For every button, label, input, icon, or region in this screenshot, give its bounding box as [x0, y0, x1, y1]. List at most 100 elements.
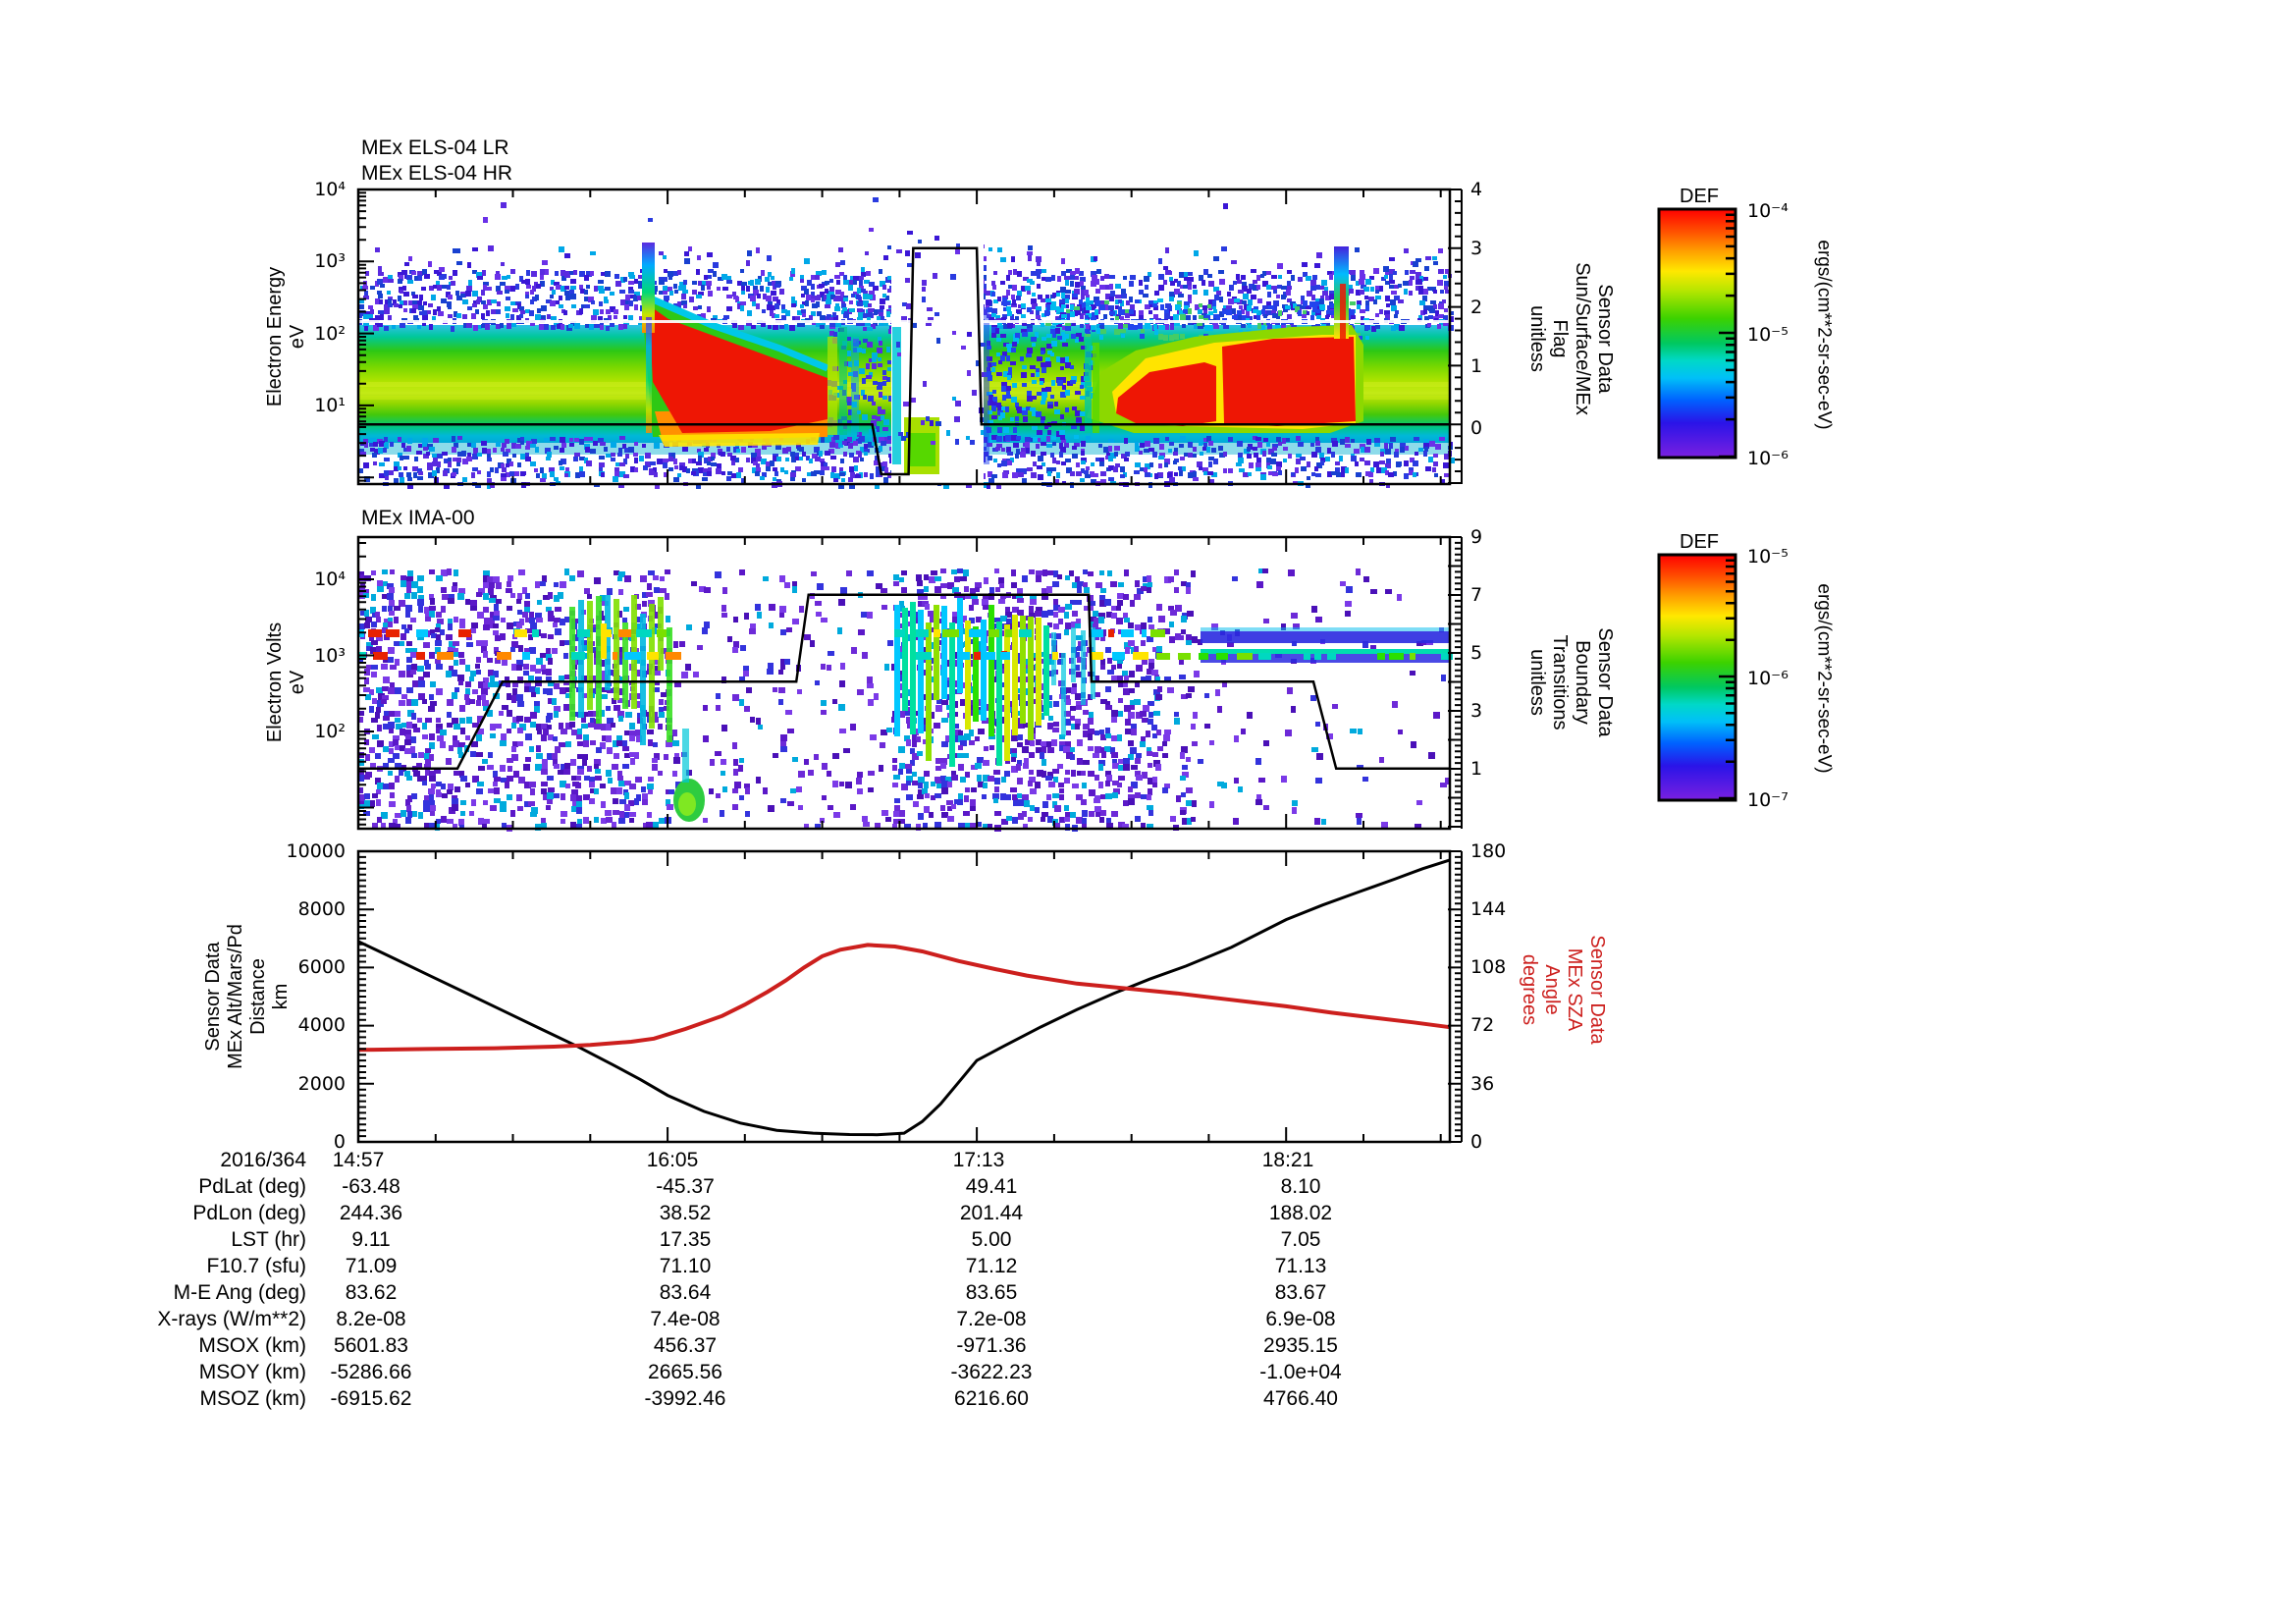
table-row-label-7: MSOX (km) [198, 1334, 306, 1357]
table-cell-4-1: 71.10 [659, 1255, 712, 1277]
ima-right-label: Sensor Data Boundary Transitions unitles… [1526, 627, 1616, 737]
xtick-label-3: 18:21 [1261, 1149, 1314, 1171]
ima-right_ticks-3: 3 [1470, 700, 1483, 722]
table-cell-1-3: 8.10 [1280, 1175, 1321, 1198]
table-cell-7-0: 5601.83 [334, 1334, 408, 1357]
table-cell-8-2: -3622.23 [950, 1361, 1033, 1383]
table-cell-5-3: 83.67 [1274, 1281, 1327, 1304]
orbit-yticks-3: 4000 [297, 1014, 346, 1036]
ima-yticks-1: 10³ [314, 645, 346, 667]
els-red-blob-1 [641, 243, 859, 447]
ima-kev-band-dashes [358, 629, 1165, 660]
orbit-sza-label: Sensor Data MEx SZA Angle degrees [1519, 935, 1608, 1045]
table-cell-9-3: 4766.40 [1263, 1387, 1338, 1410]
els-right_ticks-2: 2 [1470, 297, 1483, 318]
ima-colorbar-ticks [1719, 553, 1735, 800]
els-right_ticks-4: 0 [1470, 417, 1483, 439]
table-row-label-9: MSOZ (km) [199, 1387, 306, 1410]
orbit-yticks-5: 0 [333, 1131, 346, 1153]
table-row-label-5: M-E Ang (deg) [173, 1281, 306, 1304]
table-cell-4-3: 71.13 [1274, 1255, 1327, 1277]
table-cell-2-3: 188.02 [1268, 1202, 1333, 1224]
orbit-yticks-0: 10000 [286, 840, 346, 862]
els-colorbar-ticks-2: 10⁻⁶ [1747, 448, 1789, 469]
table-cell-1-0: -63.48 [342, 1175, 400, 1198]
table-cell-3-1: 17.35 [659, 1228, 712, 1251]
table-row-label-3: LST (hr) [231, 1228, 306, 1251]
els-yticks-2: 10² [314, 323, 346, 345]
els-yticks-0: 10⁴ [314, 179, 346, 200]
ima-right_ticks-2: 5 [1470, 642, 1483, 664]
els-plot-area [356, 188, 1463, 489]
table-cell-4-0: 71.09 [345, 1255, 398, 1277]
orbit-yticks-2: 6000 [297, 956, 346, 978]
xtick-label-0: 14:57 [332, 1149, 385, 1171]
ima-yticks-0: 10⁴ [314, 568, 346, 590]
orbit-right_ticks-5: 0 [1470, 1131, 1483, 1153]
table-cell-6-2: 7.2e-08 [956, 1308, 1027, 1330]
ima-right-beams [1156, 627, 1453, 663]
table-cell-6-3: 6.9e-08 [1265, 1308, 1336, 1330]
ima-right_ticks-4: 1 [1470, 758, 1483, 780]
table-cell-4-2: 71.12 [965, 1255, 1018, 1277]
table-cell-6-0: 8.2e-08 [336, 1308, 406, 1330]
table-cell-2-2: 201.44 [959, 1202, 1024, 1224]
table-row-label-0: 2016/364 [220, 1149, 306, 1171]
table-row-label-2: PdLon (deg) [192, 1202, 306, 1224]
ima-title: MEx IMA-00 [361, 507, 475, 529]
els-title-hr: MEx ELS-04 HR [361, 162, 513, 185]
els-right-label: Sensor Data Sun/Surface/MEx Flag unitles… [1526, 262, 1616, 415]
table-row-label-6: X-rays (W/m**2) [157, 1308, 306, 1330]
ima-right_ticks-0: 9 [1470, 526, 1483, 548]
orbit-yticks-1: 8000 [297, 898, 346, 920]
els-yticks-1: 10³ [314, 250, 346, 272]
orbit-yticks-4: 2000 [297, 1073, 346, 1095]
xtick-label-2: 17:13 [952, 1149, 1005, 1171]
ima-spectrogram [356, 535, 1463, 832]
ima-colorbar-unit: ergs/(cm**2-sr-sec-eV) [1813, 583, 1835, 774]
table-cell-5-1: 83.64 [659, 1281, 712, 1304]
orbit-right_ticks-4: 36 [1470, 1073, 1495, 1095]
els-yticks-3: 10¹ [314, 395, 346, 416]
orbit-right_ticks-3: 72 [1470, 1014, 1495, 1036]
ima-green-blob [673, 729, 705, 822]
ima-colorbar-ticks-1: 10⁻⁶ [1747, 668, 1789, 689]
table-cell-3-0: 9.11 [351, 1228, 391, 1251]
table-cell-2-1: 38.52 [659, 1202, 712, 1224]
orbit-line-plot [356, 849, 1463, 1144]
table-cell-9-1: -3992.46 [644, 1387, 726, 1410]
table-cell-8-3: -1.0e+04 [1259, 1361, 1342, 1383]
els-colorbar-ticks-0: 10⁻⁴ [1747, 200, 1789, 222]
ima-plot-area [356, 535, 1463, 832]
table-row-label-4: F10.7 (sfu) [206, 1255, 306, 1277]
table-cell-7-1: 456.37 [653, 1334, 718, 1357]
table-cell-5-2: 83.65 [965, 1281, 1018, 1304]
table-cell-1-2: 49.41 [965, 1175, 1018, 1198]
table-cell-8-1: 2665.56 [648, 1361, 722, 1383]
xtick-label-1: 16:05 [646, 1149, 699, 1171]
table-cell-7-3: 2935.15 [1263, 1334, 1338, 1357]
ima-yticks-2: 10² [314, 721, 346, 742]
ima-colorbar-title: DEF [1680, 531, 1719, 553]
table-cell-8-0: -5286.66 [330, 1361, 412, 1383]
ima-colorbar [1657, 553, 1737, 802]
els-red-blob-2 [1085, 246, 1363, 433]
ima-colorbar-ticks-2: 10⁻⁷ [1747, 789, 1789, 811]
els-right_ticks-3: 1 [1470, 355, 1483, 377]
table-row-label-8: MSOY (km) [198, 1361, 306, 1383]
els-data-gap [891, 189, 989, 484]
orbit-right_ticks-0: 180 [1470, 840, 1507, 862]
els-spectrogram [356, 188, 1463, 489]
els-colorbar-title: DEF [1680, 186, 1719, 207]
els-title-lr: MEx ELS-04 LR [361, 136, 509, 159]
els-colorbar-ticks [1719, 207, 1735, 459]
table-cell-5-0: 83.62 [345, 1281, 398, 1304]
table-cell-9-0: -6915.62 [330, 1387, 412, 1410]
ima-right_ticks-1: 7 [1470, 584, 1483, 606]
table-cell-9-2: 6216.60 [954, 1387, 1029, 1410]
els-colorbar-ticks-1: 10⁻⁵ [1747, 324, 1789, 346]
orbit-plot-area [356, 849, 1463, 1144]
ima-colorbar-ticks-0: 10⁻⁵ [1747, 546, 1789, 568]
els-white-line [358, 320, 1450, 323]
